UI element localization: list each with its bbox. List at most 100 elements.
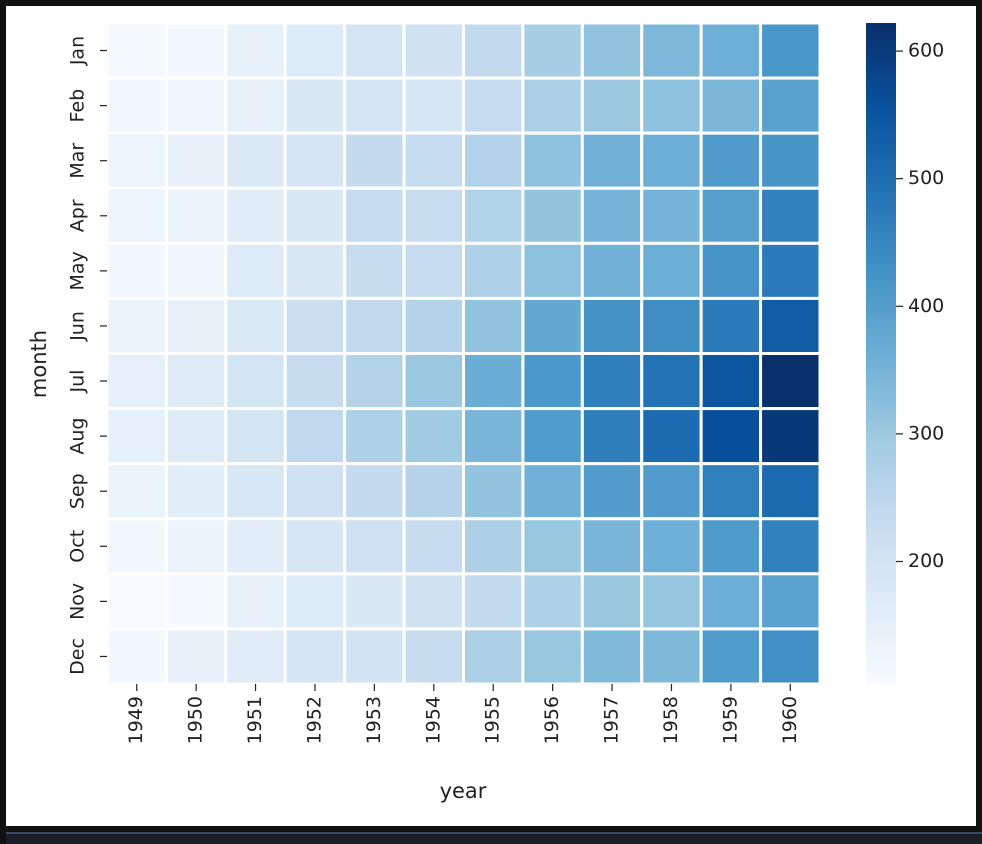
heatmap-cell	[164, 241, 228, 300]
heatmap-cell	[759, 352, 822, 411]
heatmap-cell	[580, 186, 644, 245]
heatmap-cell	[283, 241, 347, 300]
heatmap-cell	[759, 21, 822, 80]
heatmap-cell	[580, 517, 644, 576]
heatmap-cell	[224, 76, 287, 135]
heatmap-cell	[402, 517, 466, 576]
heatmap-cell	[640, 462, 703, 521]
heatmap-cell	[759, 517, 822, 576]
heatmap-cell	[402, 21, 466, 80]
heatmap-cell	[640, 572, 703, 631]
y-tick-label: Jun	[67, 311, 89, 342]
heatmap-cell	[699, 352, 763, 411]
heatmap-cell	[521, 21, 584, 80]
heatmap-cell	[105, 407, 168, 466]
x-tick-label: 1955	[482, 696, 504, 744]
heatmap-cell	[224, 352, 287, 411]
heatmap-cell	[164, 407, 228, 466]
heatmap-cell	[699, 627, 763, 686]
heatmap-cell	[164, 627, 228, 686]
y-tick-label: Jul	[67, 370, 89, 394]
heatmap-cell	[580, 241, 644, 300]
heatmap-cell	[640, 21, 703, 80]
x-tick-label: 1952	[303, 696, 325, 744]
heatmap-cell	[105, 186, 168, 245]
heatmap-cell	[283, 407, 347, 466]
colorbar-tick-label: 300	[908, 422, 944, 444]
heatmap-cell	[105, 241, 168, 300]
heatmap-cell	[283, 352, 347, 411]
heatmap-cell	[343, 517, 406, 576]
heatmap-cell	[462, 517, 525, 576]
heatmap-cell	[521, 131, 584, 190]
heatmap-cell	[759, 572, 822, 631]
heatmap-cell	[343, 462, 406, 521]
heatmap-cell	[283, 572, 347, 631]
heatmap-cell	[759, 186, 822, 245]
heatmap-cell	[283, 462, 347, 521]
heatmap-cell	[640, 352, 703, 411]
heatmap-cell	[580, 462, 644, 521]
heatmap-cell	[402, 627, 466, 686]
heatmap-cell	[521, 407, 584, 466]
heatmap-cell	[224, 462, 287, 521]
heatmap-cell	[580, 627, 644, 686]
heatmap-cell	[402, 296, 466, 355]
heatmap-cell	[343, 572, 406, 631]
heatmap-cell	[164, 186, 228, 245]
bottom-edge	[6, 832, 982, 844]
heatmap-cell	[699, 241, 763, 300]
heatmap-cell	[164, 462, 228, 521]
heatmap-cell	[343, 627, 406, 686]
heatmap-cell	[759, 131, 822, 190]
heatmap-cell	[105, 627, 168, 686]
heatmap-cell	[402, 186, 466, 245]
heatmap-cell	[283, 186, 347, 245]
heatmap-cell	[402, 352, 466, 411]
heatmap-cell	[462, 21, 525, 80]
y-tick-label: Nov	[67, 583, 89, 620]
y-tick-label: Aug	[67, 418, 89, 455]
heatmap-cell	[521, 186, 584, 245]
heatmap-cell	[224, 296, 287, 355]
x-tick-label: 1957	[601, 696, 623, 744]
heatmap-cell	[283, 627, 347, 686]
heatmap-cell	[699, 131, 763, 190]
heatmap-cell	[105, 131, 168, 190]
heatmap-cell	[462, 186, 525, 245]
heatmap-cell	[224, 517, 287, 576]
heatmap-cell	[462, 627, 525, 686]
heatmap-cell	[521, 517, 584, 576]
y-axis-ticks: Jan Feb Mar Apr May Jun Jul Aug Sep Oct Nov Dec	[67, 36, 107, 675]
heatmap-cell	[759, 296, 822, 355]
y-tick-label: Apr	[67, 199, 89, 232]
heatmap-cell	[699, 76, 763, 135]
heatmap-cell	[343, 21, 406, 80]
heatmap-cell	[402, 76, 466, 135]
heatmap-cell	[343, 296, 406, 355]
heatmap-cell	[343, 131, 406, 190]
heatmap-cell	[699, 572, 763, 631]
colorbar-tick-label: 500	[908, 167, 944, 189]
heatmap-cell	[699, 186, 763, 245]
x-tick-label: 1951	[244, 696, 266, 744]
x-tick-label: 1949	[125, 696, 147, 744]
heatmap-cell	[640, 241, 703, 300]
heatmap-cell	[521, 241, 584, 300]
x-tick-label: 1954	[422, 696, 444, 744]
heatmap-cell	[105, 352, 168, 411]
heatmap-cell	[521, 627, 584, 686]
heatmap-cell	[402, 241, 466, 300]
heatmap-cell	[640, 517, 703, 576]
heatmap-cell	[343, 407, 406, 466]
heatmap-cell	[580, 407, 644, 466]
heatmap-cell	[580, 21, 644, 80]
heatmap-cell	[105, 517, 168, 576]
heatmap-cell	[402, 462, 466, 521]
heatmap-cell	[164, 517, 228, 576]
heatmap-cell	[640, 131, 703, 190]
heatmap-cell	[462, 296, 525, 355]
x-tick-label: 1953	[363, 696, 385, 744]
y-tick-label: Mar	[67, 143, 89, 179]
heatmap-cell	[105, 572, 168, 631]
